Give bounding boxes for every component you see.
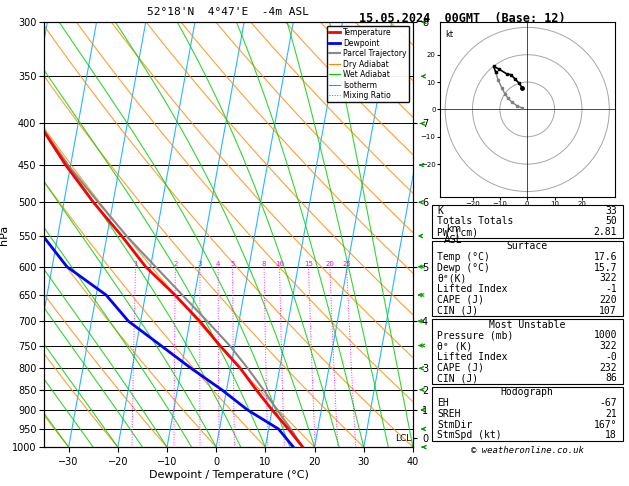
Text: 52°18'N  4°47'E  -4m ASL: 52°18'N 4°47'E -4m ASL — [147, 7, 309, 17]
Text: -67: -67 — [599, 398, 617, 408]
Text: Most Unstable: Most Unstable — [489, 320, 565, 330]
Y-axis label: hPa: hPa — [0, 225, 9, 244]
Text: 15.05.2024  00GMT  (Base: 12): 15.05.2024 00GMT (Base: 12) — [359, 12, 565, 25]
Text: 4: 4 — [216, 260, 220, 267]
Legend: Temperature, Dewpoint, Parcel Trajectory, Dry Adiabat, Wet Adiabat, Isotherm, Mi: Temperature, Dewpoint, Parcel Trajectory… — [326, 26, 409, 103]
Text: CAPE (J): CAPE (J) — [438, 363, 484, 373]
Text: PW (cm): PW (cm) — [438, 227, 479, 237]
Text: 86: 86 — [605, 373, 617, 383]
Text: 167°: 167° — [594, 419, 617, 430]
Text: CIN (J): CIN (J) — [438, 373, 479, 383]
Text: 25: 25 — [342, 260, 351, 267]
Text: 15: 15 — [304, 260, 313, 267]
Text: 33: 33 — [605, 206, 617, 216]
Text: 2.81: 2.81 — [594, 227, 617, 237]
Text: LCL: LCL — [395, 434, 411, 443]
Text: SREH: SREH — [438, 409, 461, 419]
Text: 2: 2 — [173, 260, 177, 267]
Text: 107: 107 — [599, 306, 617, 315]
Text: θᵉ(K): θᵉ(K) — [438, 274, 467, 283]
Text: Lifted Index: Lifted Index — [438, 352, 508, 362]
Text: 232: 232 — [599, 363, 617, 373]
Bar — [431, 387, 623, 441]
Text: CIN (J): CIN (J) — [438, 306, 479, 315]
Bar — [431, 241, 623, 316]
Text: 21: 21 — [605, 409, 617, 419]
Text: Temp (°C): Temp (°C) — [438, 252, 491, 262]
Text: 1: 1 — [133, 260, 138, 267]
Text: 50: 50 — [605, 216, 617, 226]
Text: Lifted Index: Lifted Index — [438, 284, 508, 294]
Bar — [431, 205, 623, 238]
Text: StmDir: StmDir — [438, 419, 473, 430]
Text: StmSpd (kt): StmSpd (kt) — [438, 430, 502, 440]
Text: 322: 322 — [599, 341, 617, 351]
Text: 10: 10 — [275, 260, 284, 267]
Text: Dewp (°C): Dewp (°C) — [438, 262, 491, 273]
Text: © weatheronline.co.uk: © weatheronline.co.uk — [470, 446, 584, 454]
Text: 18: 18 — [605, 430, 617, 440]
Text: 17.6: 17.6 — [594, 252, 617, 262]
X-axis label: Dewpoint / Temperature (°C): Dewpoint / Temperature (°C) — [148, 469, 308, 480]
Bar — [431, 319, 623, 384]
Text: CAPE (J): CAPE (J) — [438, 295, 484, 305]
Text: 5: 5 — [230, 260, 235, 267]
Text: Totals Totals: Totals Totals — [438, 216, 514, 226]
Text: -0: -0 — [605, 352, 617, 362]
Text: 3: 3 — [198, 260, 203, 267]
Text: EH: EH — [438, 398, 449, 408]
Text: Hodograph: Hodograph — [501, 387, 554, 398]
Text: 1000: 1000 — [594, 330, 617, 340]
Text: 20: 20 — [325, 260, 334, 267]
Text: 220: 220 — [599, 295, 617, 305]
Y-axis label: km
ASL: km ASL — [444, 224, 462, 245]
Text: Surface: Surface — [507, 241, 548, 251]
Text: 15.7: 15.7 — [594, 262, 617, 273]
Text: 322: 322 — [599, 274, 617, 283]
Text: -1: -1 — [605, 284, 617, 294]
Text: kt: kt — [445, 30, 454, 39]
Text: 8: 8 — [262, 260, 266, 267]
Text: K: K — [438, 206, 443, 216]
Text: θᵉ (K): θᵉ (K) — [438, 341, 473, 351]
Text: Pressure (mb): Pressure (mb) — [438, 330, 514, 340]
